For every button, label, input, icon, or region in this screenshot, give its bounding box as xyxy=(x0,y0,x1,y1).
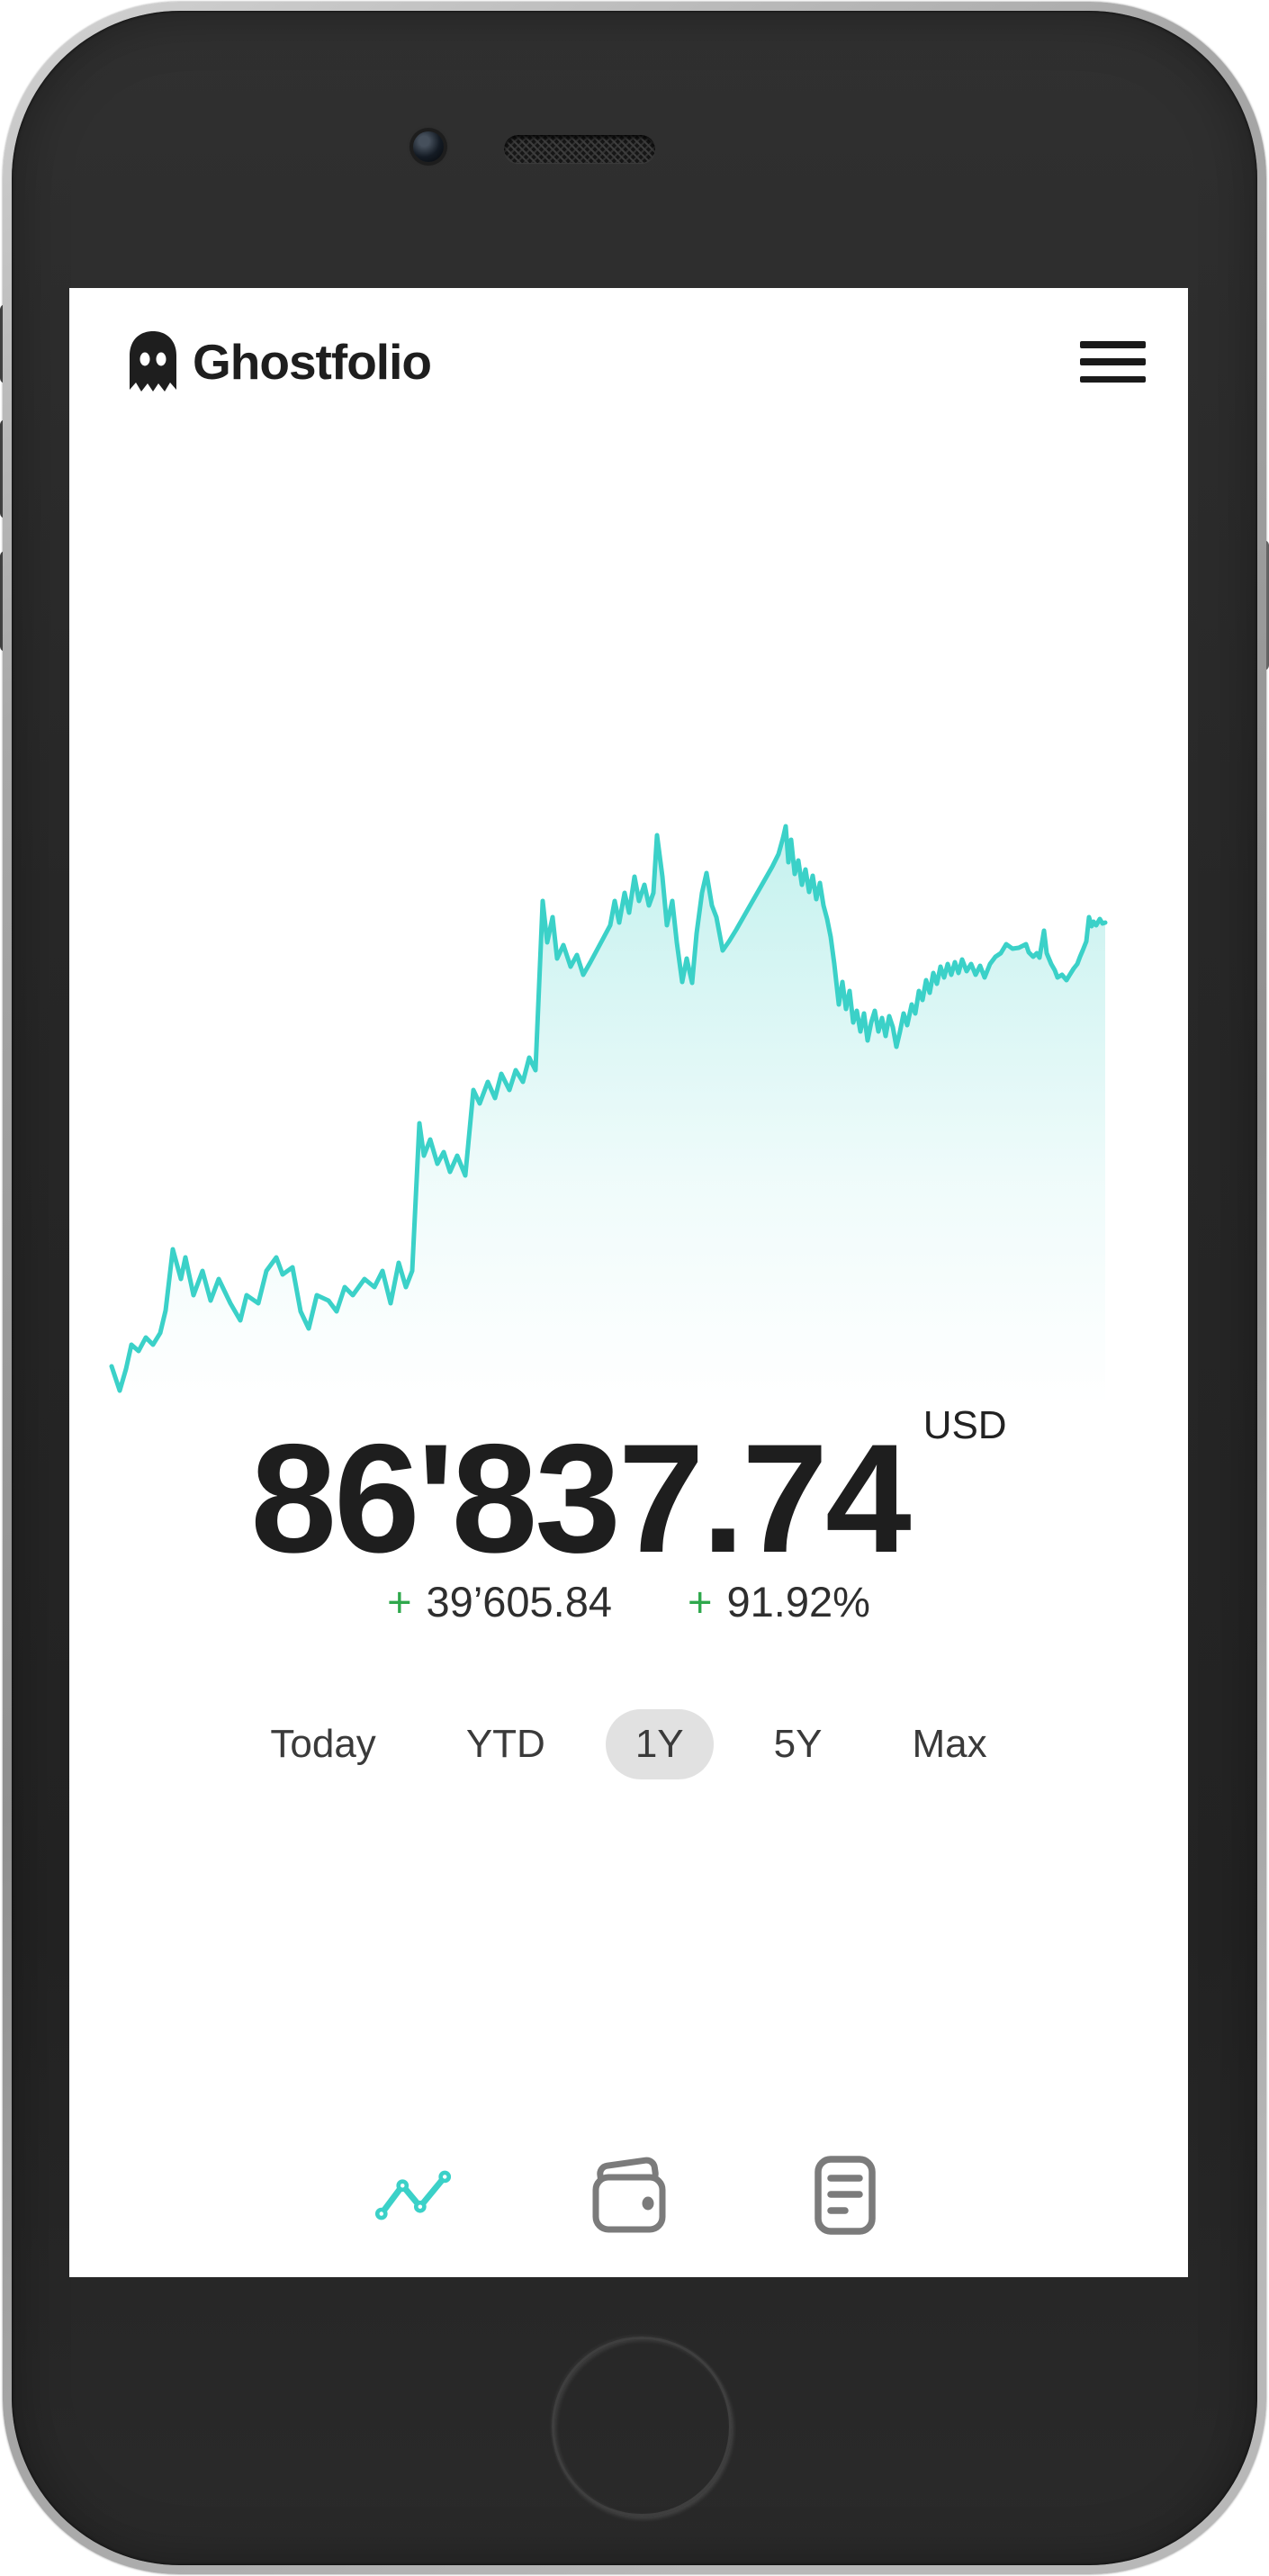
line-chart-icon xyxy=(374,2170,451,2220)
phone-frame: Ghostfolio xyxy=(3,2,1266,2574)
wallet-icon xyxy=(592,2157,665,2233)
range-option-ytd[interactable]: YTD xyxy=(465,1722,545,1766)
change-absolute-value: 39’605.84 xyxy=(426,1578,613,1626)
range-option-today[interactable]: Today xyxy=(270,1722,376,1766)
chart-line xyxy=(109,824,1108,1393)
ghost-icon xyxy=(130,331,176,392)
phone-bezel: Ghostfolio xyxy=(12,11,1257,2565)
page-title: Ghostfolio xyxy=(193,334,432,390)
hamburger-menu-icon[interactable] xyxy=(1080,341,1146,383)
change-absolute: + 39’605.84 xyxy=(387,1577,612,1626)
app-logo: Ghostfolio xyxy=(126,330,432,393)
range-option-5y[interactable]: 5Y xyxy=(773,1722,823,1766)
nav-item-wealth[interactable] xyxy=(589,2150,670,2240)
currency-label: USD xyxy=(922,1403,1007,1447)
transactions-icon xyxy=(814,2156,876,2235)
performance-chart[interactable] xyxy=(109,820,1108,1405)
nav-item-activities[interactable] xyxy=(805,2150,886,2240)
chart-area-fill xyxy=(112,826,1105,1405)
portfolio-value-row: 86'837.74 USD xyxy=(69,1403,1188,1585)
nav-item-performance[interactable] xyxy=(373,2150,454,2240)
bottom-navigation xyxy=(69,2146,1188,2245)
range-option-max[interactable]: Max xyxy=(912,1722,987,1766)
home-button xyxy=(552,2337,732,2517)
portfolio-total-value: 86'837.74 xyxy=(250,1412,911,1585)
plus-icon: + xyxy=(688,1578,713,1626)
earpiece-speaker xyxy=(504,135,655,163)
app-header: Ghostfolio xyxy=(126,326,1146,398)
date-range-selector: Today YTD 1Y 5Y Max xyxy=(69,1707,1188,1782)
app-screen: Ghostfolio xyxy=(69,288,1188,2277)
range-option-1y[interactable]: 1Y xyxy=(605,1709,714,1779)
change-percent: + 91.92% xyxy=(688,1577,870,1626)
plus-icon: + xyxy=(387,1578,412,1626)
performance-change-row: + 39’605.84 + 91.92% xyxy=(69,1577,1188,1626)
change-percent-value: 91.92% xyxy=(726,1578,870,1626)
front-camera-icon xyxy=(413,131,444,162)
